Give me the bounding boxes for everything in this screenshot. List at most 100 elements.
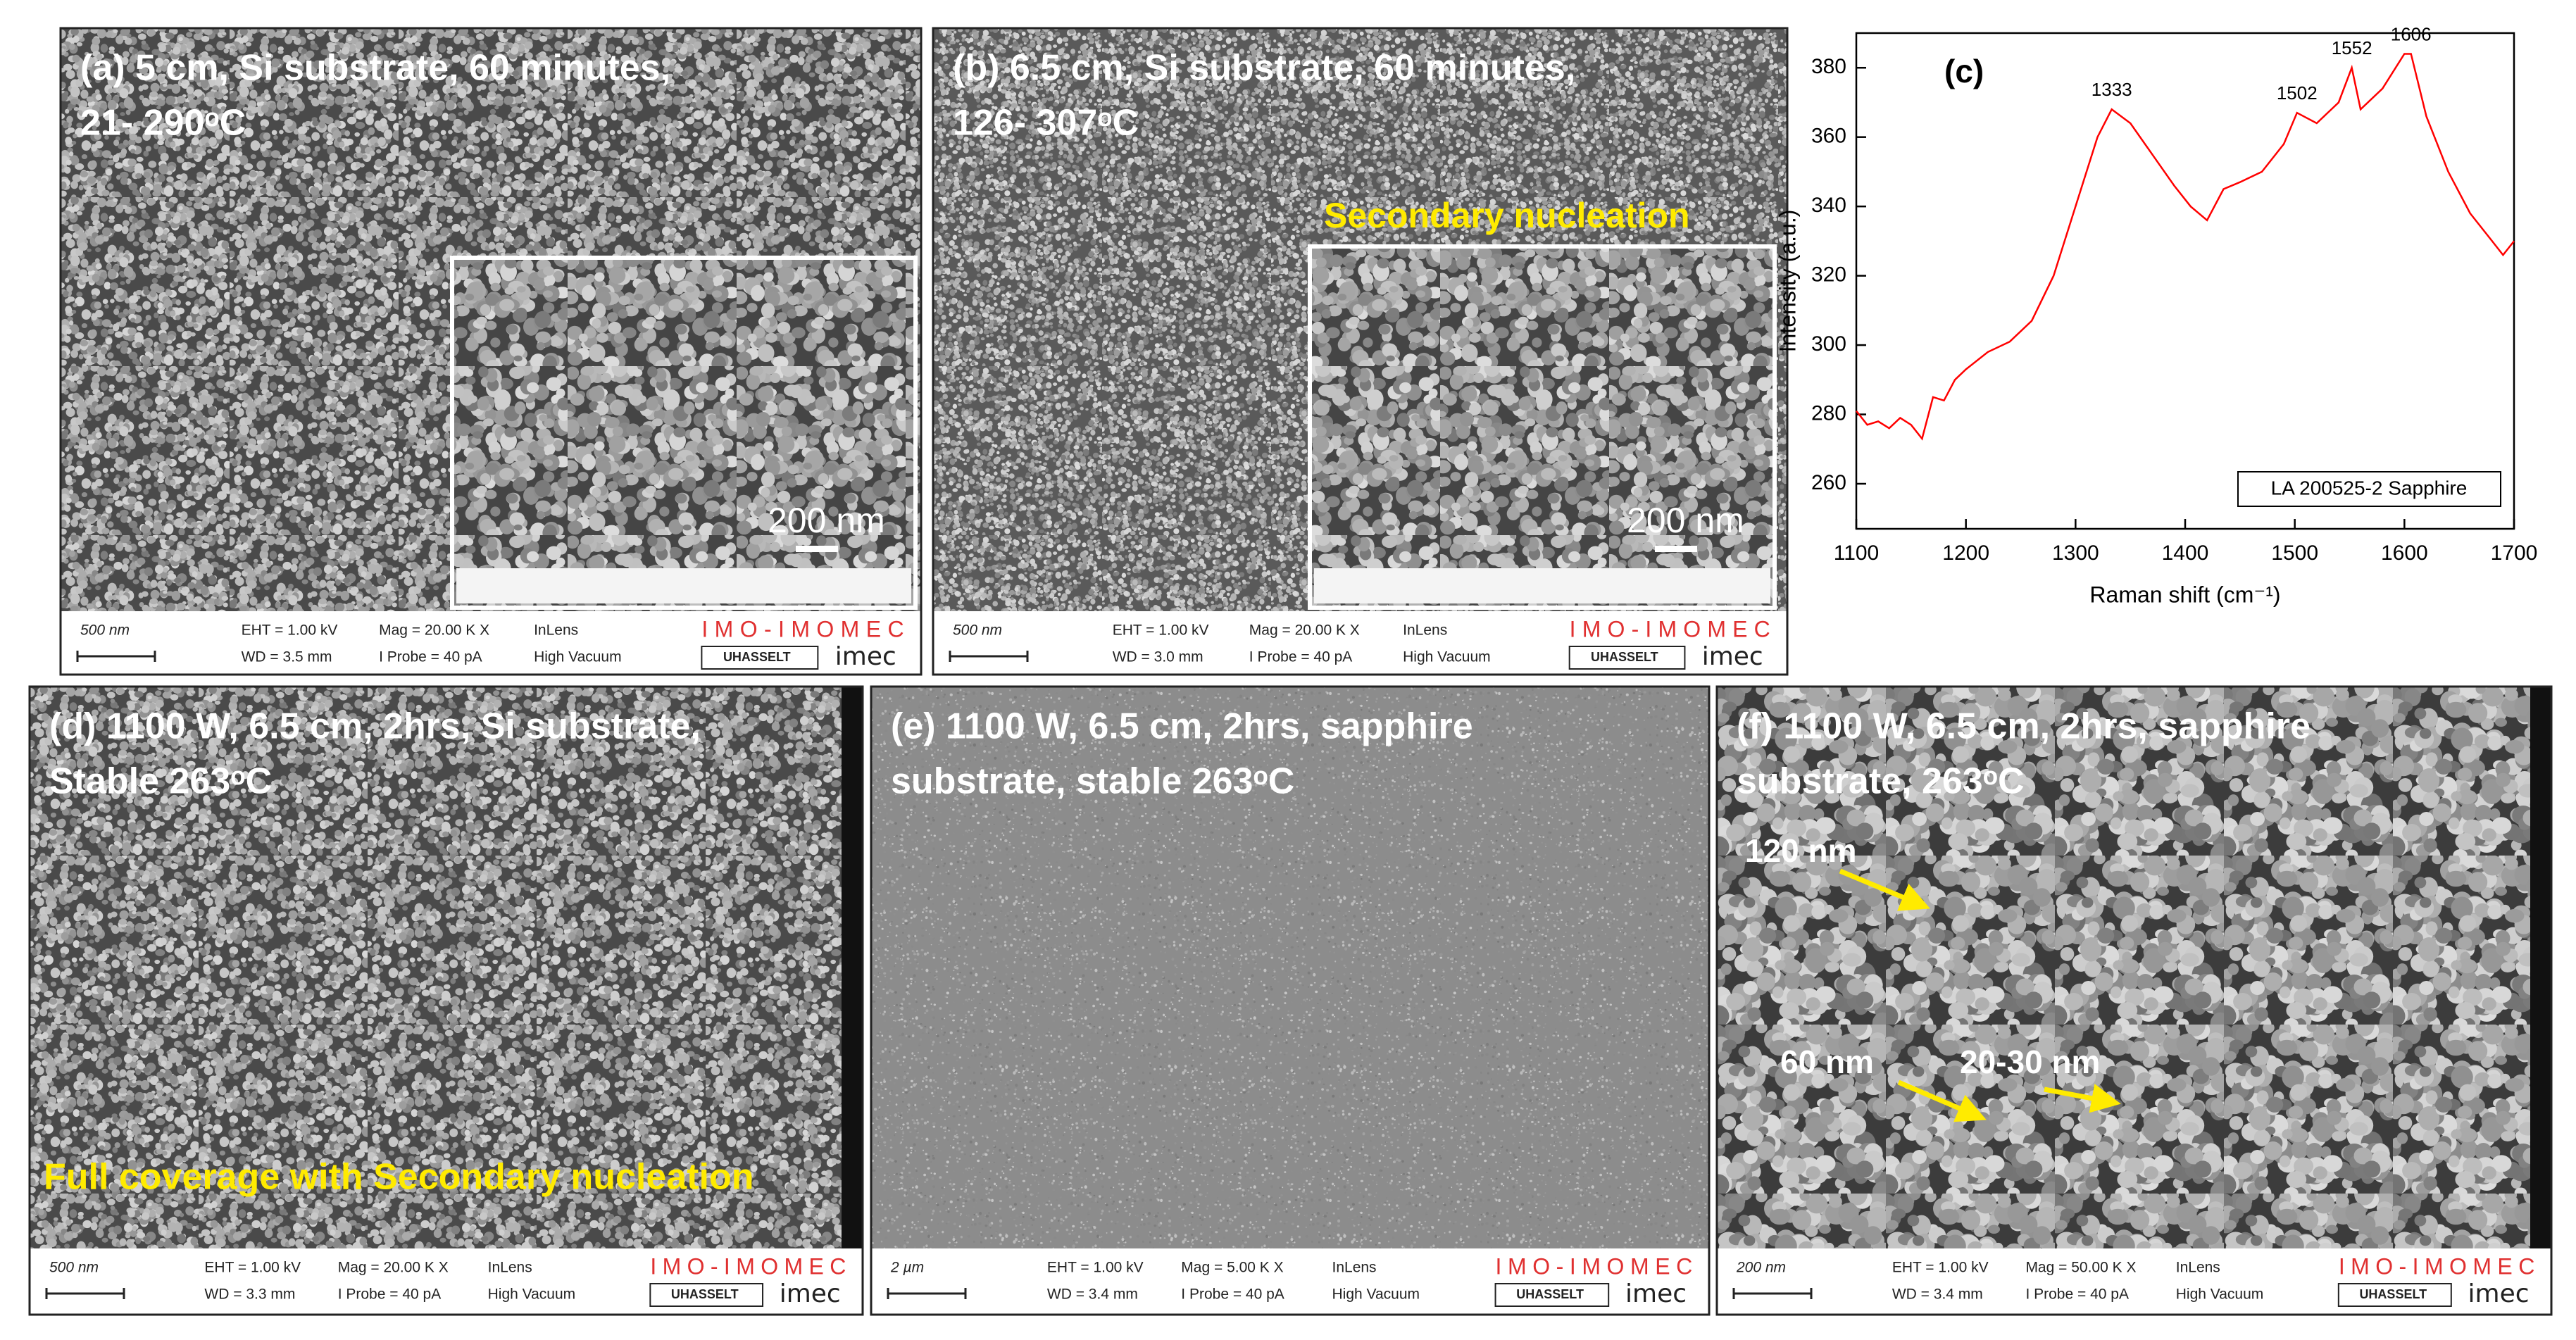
panel-border bbox=[932, 27, 1789, 676]
sem-panel: 200 nm (b) 6.5 cm, Si substrate, 60 minut… bbox=[932, 27, 1789, 676]
inset-image bbox=[1308, 244, 1777, 610]
info-institute: IMO-IMOMEC bbox=[1496, 1253, 1693, 1279]
info-detector: InLens bbox=[534, 622, 578, 639]
inset-info-bar bbox=[1314, 568, 1770, 603]
info-scale-bar bbox=[949, 651, 1029, 662]
info-company: imec bbox=[780, 1279, 841, 1308]
info-scale: 500 nm bbox=[953, 622, 1002, 639]
inset-scale-bar bbox=[796, 546, 838, 552]
info-eht: EHT = 1.00 kV bbox=[242, 622, 338, 639]
university-box bbox=[1494, 1283, 1610, 1307]
info-probe: I Probe = 40 pA bbox=[2025, 1286, 2129, 1303]
info-vacuum: High Vacuum bbox=[1332, 1286, 1420, 1303]
panel-label: (b) 6.5 cm, Si substrate, 60 minutes, bbox=[953, 48, 1575, 89]
info-university: UHASSELT bbox=[671, 1287, 739, 1301]
info-probe: I Probe = 40 pA bbox=[1249, 649, 1353, 665]
inset-image bbox=[450, 256, 918, 610]
spectrum-line bbox=[1856, 53, 2515, 441]
info-university: UHASSELT bbox=[1516, 1287, 1584, 1301]
panel-border bbox=[870, 685, 1711, 1316]
info-scale: 200 nm bbox=[1736, 1260, 1786, 1276]
info-vacuum: High Vacuum bbox=[488, 1286, 576, 1303]
info-company: imec bbox=[1702, 642, 1763, 671]
info-bar bbox=[871, 1248, 1709, 1315]
info-eht: EHT = 1.00 kV bbox=[1113, 622, 1209, 639]
info-detector: InLens bbox=[2176, 1260, 2220, 1276]
peak-label: 1552 bbox=[2332, 37, 2372, 58]
legend-entry: LA 200525-2 Sapphire bbox=[2271, 477, 2468, 499]
university-box bbox=[649, 1283, 764, 1307]
info-eht: EHT = 1.00 kV bbox=[204, 1260, 301, 1276]
panel-label: (a) 5 cm, Si substrate, 60 minutes, bbox=[80, 48, 670, 89]
peak-label: 1333 bbox=[2092, 79, 2132, 100]
info-company: imec bbox=[835, 642, 896, 671]
sem-panel: (f) 1100 W, 6.5 cm, 2hrs, sapphire substr… bbox=[1715, 685, 2553, 1316]
info-scale-bar bbox=[76, 651, 156, 662]
inset-info-bar bbox=[456, 568, 911, 603]
info-university: UHASSELT bbox=[723, 650, 791, 664]
university-box bbox=[2337, 1283, 2452, 1307]
info-vacuum: High Vacuum bbox=[534, 649, 622, 665]
panel-label: Stable 263ᵒC bbox=[49, 761, 272, 802]
info-detector: InLens bbox=[488, 1260, 532, 1276]
y-tick-label: 320 bbox=[1811, 263, 1846, 287]
info-wd: WD = 3.0 mm bbox=[1113, 649, 1203, 665]
peak-label: 1502 bbox=[2277, 82, 2318, 104]
x-tick-label: 1700 bbox=[2491, 541, 2538, 565]
y-tick-label: 300 bbox=[1811, 332, 1846, 356]
panel-label: (e) 1100 W, 6.5 cm, 2hrs, sapphire bbox=[891, 706, 1473, 747]
panel-label: (f) 1100 W, 6.5 cm, 2hrs, sapphire bbox=[1737, 706, 2311, 747]
info-bar bbox=[1717, 1248, 2551, 1315]
sem-image bbox=[1717, 687, 2551, 1248]
inset-scale-label: 200 nm bbox=[1627, 501, 1744, 540]
panel-border bbox=[1715, 685, 2553, 1316]
x-tick-label: 1200 bbox=[1942, 541, 1989, 565]
panel-label: (c) bbox=[1944, 53, 1984, 89]
annotation-arrow bbox=[1897, 1079, 1987, 1122]
x-tick-label: 1100 bbox=[1834, 541, 1880, 565]
panel-label: 21- 290ᵒC bbox=[80, 103, 246, 144]
info-eht: EHT = 1.00 kV bbox=[1892, 1260, 1989, 1276]
info-mag: Mag = 20.00 K X bbox=[338, 1260, 449, 1276]
info-mag: Mag = 5.00 K X bbox=[1181, 1260, 1283, 1276]
info-institute: IMO-IMOMEC bbox=[1570, 616, 1770, 641]
info-institute: IMO-IMOMEC bbox=[2339, 1253, 2534, 1279]
panel-label: 126- 307ᵒC bbox=[953, 103, 1139, 144]
x-tick-label: 1300 bbox=[2052, 541, 2099, 565]
image-edge bbox=[842, 687, 863, 1248]
plot-frame bbox=[1855, 32, 2515, 530]
y-tick-label: 380 bbox=[1811, 55, 1846, 78]
inset-scale-bar bbox=[1655, 546, 1697, 552]
info-wd: WD = 3.4 mm bbox=[1047, 1286, 1138, 1303]
annotation: 20-30 nm bbox=[1960, 1044, 2100, 1080]
sem-panel: 200 nm (a) 5 cm, Si substrate, 60 minutes… bbox=[59, 27, 923, 676]
info-bar bbox=[61, 611, 921, 675]
university-box bbox=[701, 646, 819, 670]
university-box bbox=[1568, 646, 1686, 670]
annotation-arrow bbox=[1839, 868, 1930, 911]
info-scale: 500 nm bbox=[80, 622, 130, 639]
annotation: 120 nm bbox=[1745, 832, 1857, 869]
info-scale: 2 µm bbox=[890, 1260, 924, 1276]
info-wd: WD = 3.5 mm bbox=[242, 649, 332, 665]
y-tick-label: 340 bbox=[1811, 194, 1846, 217]
legend-box bbox=[2237, 471, 2501, 507]
panel-label: substrate, stable 263ᵒC bbox=[891, 761, 1294, 802]
y-tick-label: 280 bbox=[1811, 401, 1846, 425]
sem-panel: (e) 1100 W, 6.5 cm, 2hrs, sapphire substr… bbox=[870, 685, 1711, 1316]
info-probe: I Probe = 40 pA bbox=[379, 649, 482, 665]
info-probe: I Probe = 40 pA bbox=[338, 1286, 442, 1303]
x-tick-label: 1600 bbox=[2381, 541, 2428, 565]
info-scale-bar bbox=[45, 1288, 125, 1299]
info-company: imec bbox=[1625, 1279, 1687, 1308]
info-probe: I Probe = 40 pA bbox=[1181, 1286, 1284, 1303]
panel-label: (d) 1100 W, 6.5 cm, 2hrs, Si substrate, bbox=[49, 706, 701, 747]
info-scale-bar bbox=[1732, 1288, 1813, 1299]
image-edge bbox=[2530, 687, 2551, 1248]
info-university: UHASSELT bbox=[1591, 650, 1658, 664]
info-eht: EHT = 1.00 kV bbox=[1047, 1260, 1144, 1276]
x-axis-label: Raman shift (cm⁻¹) bbox=[2089, 582, 2280, 607]
y-tick-label: 260 bbox=[1811, 471, 1846, 494]
